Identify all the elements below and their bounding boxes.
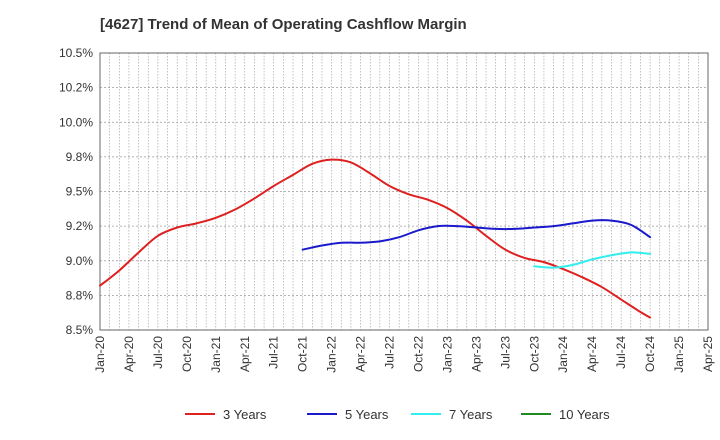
x-tick-label: Jan-20: [93, 336, 107, 373]
x-tick-label: Jul-24: [614, 336, 628, 369]
series-line-0: [99, 158, 652, 319]
y-tick-label: 10.5%: [59, 46, 93, 60]
x-tick-label: Jul-21: [267, 336, 281, 369]
x-tick-label: Apr-22: [354, 336, 368, 372]
plot-border: [99, 52, 709, 331]
series-line-2: [533, 251, 652, 269]
x-tick-label: Apr-21: [238, 336, 252, 372]
chart-title: [4627] Trend of Mean of Operating Cashfl…: [100, 16, 467, 33]
legend-label-2: 7 Years: [449, 407, 493, 422]
x-tick-label: Oct-21: [296, 336, 310, 372]
x-tick-label: Jan-24: [556, 336, 570, 373]
y-tick-label: 8.8%: [66, 288, 94, 302]
x-tick-label: Oct-23: [527, 336, 541, 372]
x-tick-label: Jan-21: [209, 336, 223, 373]
x-tick-label: Apr-25: [701, 336, 715, 372]
x-tick-label: Jan-22: [325, 336, 339, 373]
y-tick-label: 9.2%: [66, 219, 94, 233]
x-tick-label: Oct-24: [643, 336, 657, 372]
x-tick-label: Jul-22: [383, 336, 397, 369]
x-tick-label: Jan-23: [440, 336, 454, 373]
x-tick-label: Apr-23: [469, 336, 483, 372]
series-line-1: [301, 219, 652, 251]
x-tick-label: Jan-25: [672, 336, 686, 373]
x-tick-label: Jul-20: [151, 336, 165, 369]
x-tick-label: Oct-22: [411, 336, 425, 372]
legend-label-1: 5 Years: [345, 407, 389, 422]
legend-label-3: 10 Years: [559, 407, 610, 422]
x-tick-label: Apr-24: [585, 336, 599, 372]
x-tick-label: Oct-20: [180, 336, 194, 372]
y-tick-label: 9.5%: [66, 185, 94, 199]
y-tick-label: 8.5%: [66, 323, 94, 337]
y-tick-label: 10.0%: [59, 115, 93, 129]
y-tick-label: 9.8%: [66, 150, 94, 164]
y-tick-label: 9.0%: [66, 254, 94, 268]
x-tick-label: Apr-20: [122, 336, 136, 372]
y-tick-label: 10.2%: [59, 81, 93, 95]
legend-label-0: 3 Years: [223, 407, 267, 422]
x-tick-label: Jul-23: [498, 336, 512, 369]
